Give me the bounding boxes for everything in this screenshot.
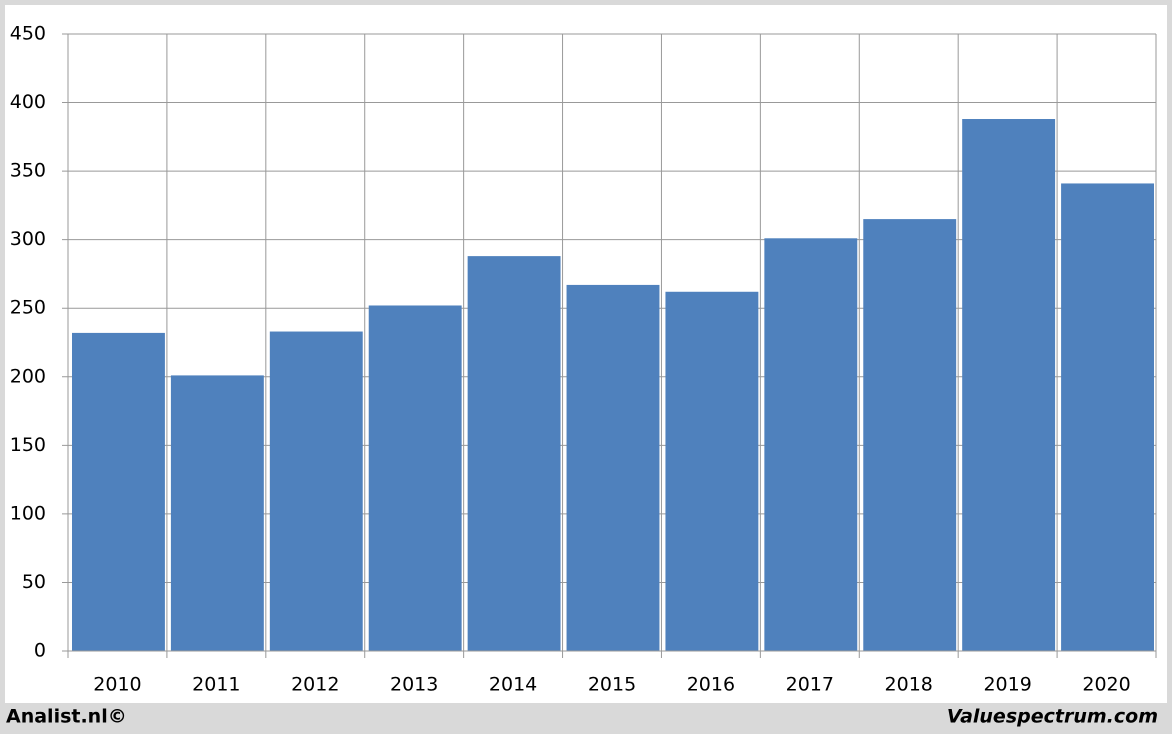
y-tick-label: 200 xyxy=(10,365,46,387)
x-tick-label: 2019 xyxy=(983,674,1031,696)
x-tick-label: 2013 xyxy=(390,674,438,696)
bar xyxy=(467,256,561,651)
x-tick-label: 2012 xyxy=(291,674,339,696)
bar xyxy=(665,291,759,651)
bar xyxy=(863,219,957,651)
bar xyxy=(566,284,660,651)
bar xyxy=(170,375,264,651)
x-tick-label: 2011 xyxy=(192,674,240,696)
x-tick-label: 2017 xyxy=(786,674,834,696)
y-tick-label: 400 xyxy=(10,91,46,113)
y-tick-label: 0 xyxy=(34,640,46,662)
x-tick-label: 2020 xyxy=(1082,674,1130,696)
y-tick-label: 300 xyxy=(10,228,46,250)
x-tick-label: 2014 xyxy=(489,674,537,696)
bar xyxy=(1061,183,1154,651)
y-tick-label: 100 xyxy=(10,502,46,524)
x-tick-label: 2016 xyxy=(687,674,735,696)
bar xyxy=(368,305,462,651)
y-tick-label: 250 xyxy=(10,297,46,319)
y-tick-label: 50 xyxy=(22,571,46,593)
source-left: Analist.nl© xyxy=(6,706,127,728)
bar xyxy=(72,332,165,651)
source-right: Valuespectrum.com xyxy=(947,706,1158,728)
bar xyxy=(962,119,1056,651)
y-tick-label: 150 xyxy=(10,434,46,456)
x-tick-label: 2010 xyxy=(93,674,141,696)
bar xyxy=(764,238,858,651)
y-tick-label: 350 xyxy=(10,160,46,182)
y-tick-label: 450 xyxy=(10,23,46,45)
x-tick-label: 2018 xyxy=(885,674,933,696)
bar xyxy=(269,331,363,651)
x-tick-label: 2015 xyxy=(588,674,636,696)
